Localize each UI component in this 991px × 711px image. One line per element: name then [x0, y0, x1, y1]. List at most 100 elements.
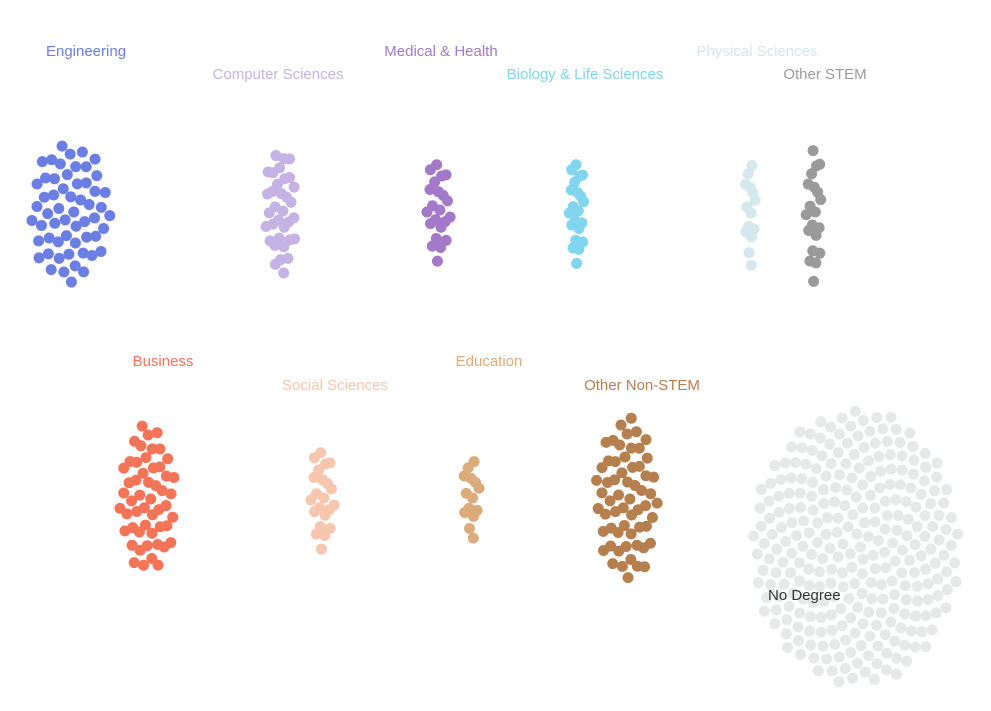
dot-no-degree	[896, 544, 908, 556]
dot-business	[154, 461, 166, 473]
dot-engineering	[99, 187, 111, 199]
dot-no-degree	[907, 440, 919, 452]
dot-business	[168, 472, 180, 483]
label-no-degree: No Degree	[768, 587, 841, 604]
dot-no-degree	[828, 591, 840, 603]
dot-engineering	[89, 185, 101, 197]
dot-engineering	[77, 247, 89, 259]
dot-no-degree	[873, 450, 885, 462]
dot-no-degree	[785, 567, 797, 579]
dot-no-degree	[901, 655, 913, 667]
dot-no-degree	[777, 556, 789, 568]
cluster-other-non-stem	[591, 412, 663, 584]
label-medical-and-health: Medical & Health	[384, 43, 497, 60]
dot-no-degree	[779, 457, 791, 469]
dot-engineering	[58, 266, 70, 278]
dot-other-non-stem	[625, 412, 637, 424]
dot-other-non-stem	[639, 561, 651, 573]
dot-no-degree	[920, 641, 932, 653]
dot-no-degree	[918, 475, 930, 487]
dot-no-degree	[899, 580, 911, 592]
dot-engineering	[91, 170, 103, 182]
dot-physical-sciences	[745, 259, 757, 271]
dot-no-degree	[933, 509, 945, 521]
cluster-other-stem	[800, 145, 827, 287]
labels-layer: Engineering Computer Sciences Medical & He…	[46, 43, 867, 604]
dot-engineering	[70, 161, 82, 173]
dot-no-degree	[833, 428, 845, 440]
dot-no-degree	[824, 542, 836, 554]
cluster-biology-and-life-sciences	[563, 159, 590, 269]
dot-no-degree	[896, 450, 908, 462]
dot-engineering	[104, 210, 116, 222]
cluster-computer-sciences	[260, 150, 300, 279]
dot-biology-and-life-sciences	[567, 242, 579, 254]
dot-other-non-stem	[613, 489, 625, 501]
dot-no-degree	[810, 463, 822, 475]
dot-no-degree	[811, 536, 823, 548]
dot-no-degree	[836, 412, 848, 424]
dot-no-degree	[885, 411, 897, 423]
dot-no-degree	[752, 577, 764, 589]
dot-no-degree	[892, 509, 904, 521]
dot-no-degree	[813, 566, 825, 578]
dot-no-degree	[839, 499, 851, 511]
dot-other-non-stem	[596, 462, 608, 474]
dot-no-degree	[859, 517, 871, 529]
dot-other-non-stem	[615, 419, 627, 431]
dot-other-non-stem	[645, 488, 657, 500]
dot-no-degree	[880, 562, 892, 574]
dot-engineering	[83, 198, 95, 210]
dot-education	[459, 507, 471, 519]
dot-no-degree	[919, 510, 931, 522]
dot-no-degree	[900, 594, 912, 606]
cluster-education	[458, 456, 485, 544]
dot-no-degree	[872, 534, 884, 546]
dot-no-degree	[850, 491, 862, 503]
dot-physical-sciences	[743, 247, 755, 259]
dot-no-degree	[818, 498, 830, 510]
dot-no-degree	[877, 593, 889, 605]
dot-physical-sciences	[749, 194, 761, 206]
dot-computer-sciences	[269, 258, 281, 270]
dot-other-non-stem	[651, 497, 663, 509]
dot-engineering	[69, 237, 81, 249]
dot-engineering	[45, 264, 57, 276]
dot-business	[152, 559, 164, 571]
dot-business	[118, 462, 130, 474]
dot-no-degree	[757, 564, 769, 576]
dot-no-degree	[922, 594, 934, 606]
dot-computer-sciences	[288, 212, 300, 224]
dot-no-degree	[785, 472, 797, 484]
dot-other-stem	[804, 200, 816, 212]
dot-engineering	[95, 201, 107, 213]
dot-no-degree	[780, 535, 792, 547]
dot-no-degree	[881, 510, 893, 522]
dot-biology-and-life-sciences	[566, 164, 578, 176]
dot-no-degree	[782, 642, 794, 654]
dot-no-degree	[925, 543, 937, 555]
dot-social-sciences	[305, 494, 317, 506]
dot-engineering	[46, 154, 58, 166]
dot-engineering	[78, 266, 90, 278]
dot-no-degree	[884, 449, 896, 461]
dot-no-degree	[803, 527, 815, 539]
dot-no-degree	[786, 517, 798, 529]
dot-no-degree	[874, 482, 886, 494]
dot-no-degree	[901, 530, 913, 542]
dot-no-degree	[920, 563, 932, 575]
dot-business	[167, 511, 179, 523]
dot-no-degree	[929, 557, 941, 569]
dot-no-degree	[800, 458, 812, 470]
dot-no-degree	[862, 650, 874, 662]
dot-engineering	[81, 231, 93, 243]
dot-no-degree	[835, 603, 847, 615]
dot-no-degree	[911, 520, 923, 532]
dot-no-degree	[871, 619, 883, 631]
dot-no-degree	[909, 641, 921, 653]
dot-other-non-stem	[621, 428, 633, 440]
dot-no-degree	[896, 464, 908, 476]
dot-no-degree	[941, 566, 953, 578]
dot-no-degree	[812, 665, 824, 677]
dot-biology-and-life-sciences	[578, 196, 590, 208]
